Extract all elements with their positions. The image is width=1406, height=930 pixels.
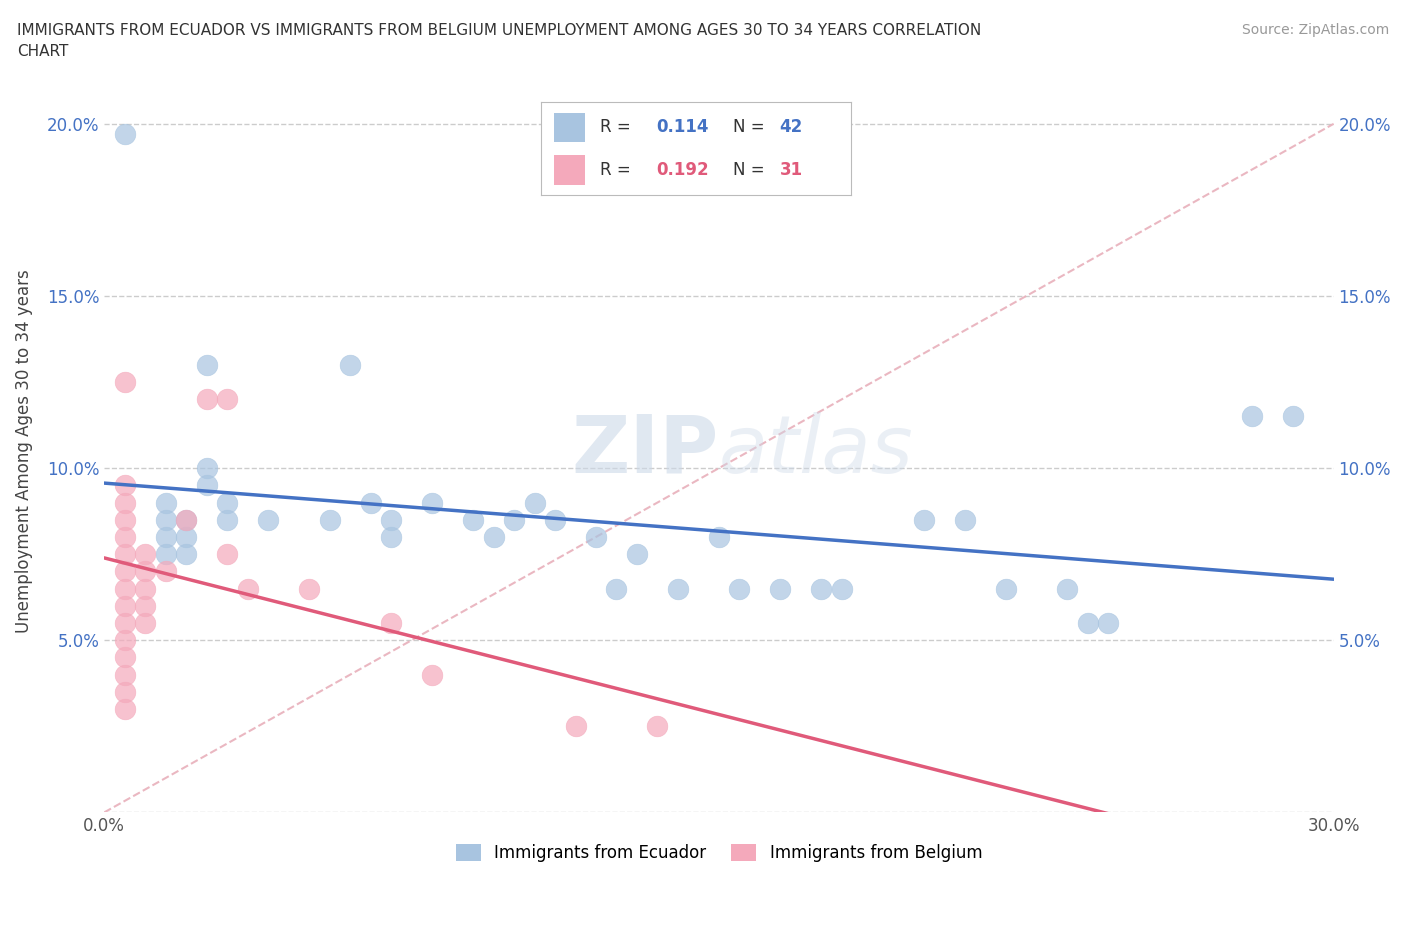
Point bbox=[195, 392, 218, 406]
Point bbox=[1056, 581, 1078, 596]
Point bbox=[1097, 616, 1119, 631]
Point bbox=[114, 529, 136, 544]
Point bbox=[1077, 616, 1099, 631]
Point bbox=[217, 547, 239, 562]
Point bbox=[666, 581, 689, 596]
Point bbox=[420, 667, 443, 682]
Point bbox=[114, 375, 136, 390]
Y-axis label: Unemployment Among Ages 30 to 34 years: Unemployment Among Ages 30 to 34 years bbox=[15, 269, 32, 632]
Text: R =: R = bbox=[600, 118, 631, 137]
Point bbox=[605, 581, 627, 596]
Point bbox=[114, 701, 136, 716]
Text: N =: N = bbox=[733, 161, 765, 179]
Point bbox=[585, 529, 607, 544]
Point bbox=[217, 512, 239, 527]
Point bbox=[174, 529, 197, 544]
Point bbox=[257, 512, 280, 527]
Point bbox=[360, 495, 382, 510]
Point bbox=[155, 529, 177, 544]
Point bbox=[114, 478, 136, 493]
Point bbox=[482, 529, 505, 544]
Text: IMMIGRANTS FROM ECUADOR VS IMMIGRANTS FROM BELGIUM UNEMPLOYMENT AMONG AGES 30 TO: IMMIGRANTS FROM ECUADOR VS IMMIGRANTS FR… bbox=[17, 23, 981, 60]
Text: Source: ZipAtlas.com: Source: ZipAtlas.com bbox=[1241, 23, 1389, 37]
Point bbox=[461, 512, 484, 527]
Point bbox=[339, 357, 361, 372]
Point bbox=[810, 581, 832, 596]
Text: 42: 42 bbox=[779, 118, 803, 137]
Point bbox=[380, 512, 402, 527]
Point bbox=[114, 684, 136, 699]
Point bbox=[134, 547, 156, 562]
Point bbox=[174, 512, 197, 527]
Point bbox=[217, 495, 239, 510]
Point bbox=[114, 564, 136, 578]
Text: R =: R = bbox=[600, 161, 631, 179]
Point bbox=[564, 719, 586, 734]
Text: 0.192: 0.192 bbox=[655, 161, 709, 179]
Point bbox=[114, 512, 136, 527]
Point bbox=[114, 581, 136, 596]
Point bbox=[155, 512, 177, 527]
Point bbox=[155, 564, 177, 578]
Point bbox=[380, 616, 402, 631]
Text: 0.114: 0.114 bbox=[655, 118, 709, 137]
Point bbox=[134, 564, 156, 578]
Point bbox=[174, 512, 197, 527]
Point bbox=[134, 616, 156, 631]
Point bbox=[134, 581, 156, 596]
Point bbox=[994, 581, 1017, 596]
Point bbox=[114, 650, 136, 665]
Point bbox=[523, 495, 546, 510]
Text: N =: N = bbox=[733, 118, 765, 137]
Point bbox=[544, 512, 567, 527]
Point bbox=[503, 512, 526, 527]
Point bbox=[1281, 409, 1303, 424]
Point bbox=[114, 598, 136, 613]
Legend: Immigrants from Ecuador, Immigrants from Belgium: Immigrants from Ecuador, Immigrants from… bbox=[449, 838, 988, 870]
Point bbox=[318, 512, 340, 527]
Point bbox=[236, 581, 259, 596]
Point bbox=[114, 126, 136, 141]
Point bbox=[195, 478, 218, 493]
Point bbox=[134, 598, 156, 613]
Point bbox=[155, 495, 177, 510]
Text: 31: 31 bbox=[779, 161, 803, 179]
Point bbox=[831, 581, 853, 596]
Point bbox=[155, 547, 177, 562]
Point bbox=[217, 392, 239, 406]
Point bbox=[195, 460, 218, 475]
Point bbox=[769, 581, 792, 596]
Point bbox=[114, 495, 136, 510]
Point bbox=[728, 581, 751, 596]
Point bbox=[114, 616, 136, 631]
Point bbox=[195, 357, 218, 372]
Point bbox=[420, 495, 443, 510]
Point bbox=[626, 547, 648, 562]
Point bbox=[114, 667, 136, 682]
Point bbox=[647, 719, 669, 734]
Point bbox=[114, 632, 136, 647]
Point bbox=[114, 547, 136, 562]
Point bbox=[953, 512, 976, 527]
Point bbox=[298, 581, 321, 596]
Text: ZIP: ZIP bbox=[572, 412, 718, 490]
Point bbox=[912, 512, 935, 527]
Point bbox=[380, 529, 402, 544]
Bar bbox=[554, 155, 585, 185]
Point bbox=[174, 547, 197, 562]
Point bbox=[1240, 409, 1263, 424]
Text: atlas: atlas bbox=[718, 412, 914, 490]
Bar bbox=[554, 113, 585, 142]
Point bbox=[707, 529, 730, 544]
